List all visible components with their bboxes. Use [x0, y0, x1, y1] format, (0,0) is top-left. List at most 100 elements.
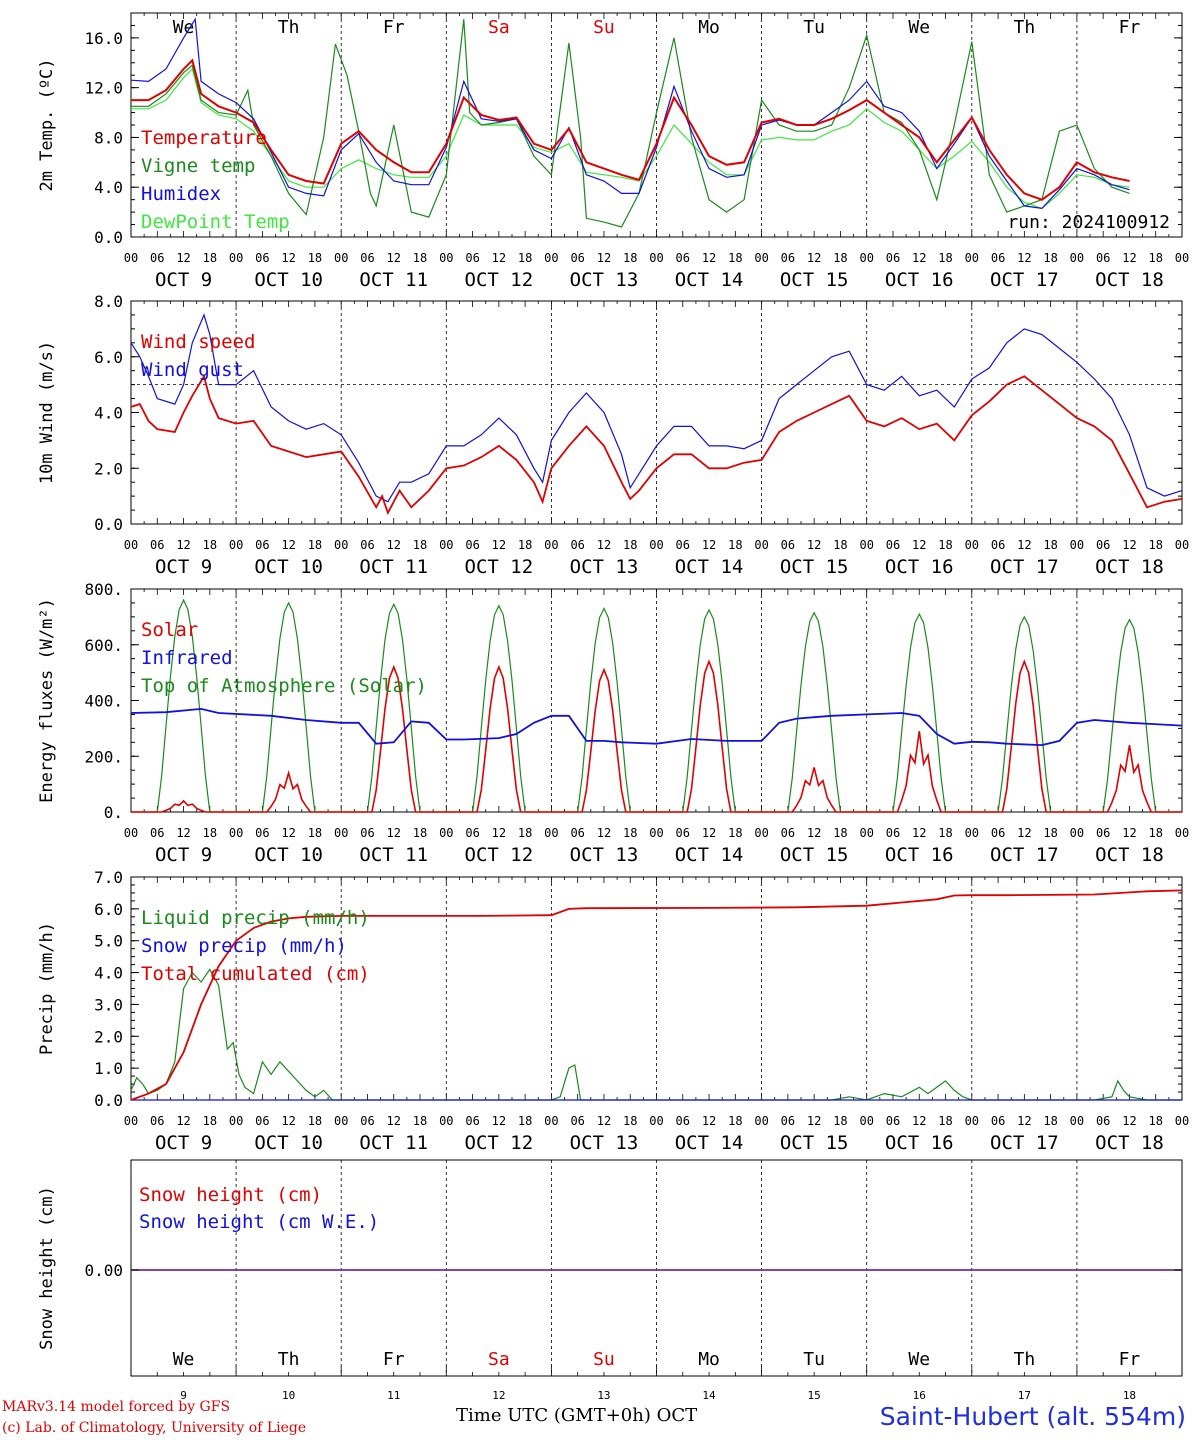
date-label: OCT 9 [155, 844, 212, 866]
panel-frame [130, 300, 1183, 525]
y-tick-label: 0.0 [94, 1091, 123, 1110]
hour-label: 12 [387, 251, 401, 265]
day-number-label: 13 [597, 1389, 610, 1402]
legend-entry: Snow precip (mm/h) [141, 935, 347, 957]
weekday-label: Tu [803, 17, 825, 38]
weekday-label: We [908, 17, 930, 38]
y-tick-label: 0. [104, 803, 123, 822]
hour-label: 00 [859, 1114, 873, 1128]
y-tick-label: 0.0 [94, 515, 123, 534]
hour-label: 06 [886, 1114, 900, 1128]
y-tick-label: 600. [84, 636, 123, 655]
date-label: OCT 14 [675, 269, 744, 291]
series-line-0 [130, 968, 1182, 1101]
hour-label: 18 [413, 1114, 427, 1128]
hour-label: 00 [859, 251, 873, 265]
date-label: OCT 13 [570, 844, 639, 866]
hour-label: 12 [1017, 826, 1031, 840]
hour-label: 12 [702, 826, 716, 840]
legend-entry: DewPoint Temp [141, 211, 290, 233]
hour-label: 00 [124, 538, 138, 552]
hour-label: 18 [623, 538, 637, 552]
weekday-label: Su [593, 1349, 615, 1370]
hour-label: 06 [255, 826, 269, 840]
time-axis-label: Time UTC (GMT+0h) OCT [456, 1405, 698, 1426]
hour-label: 06 [360, 1114, 374, 1128]
hour-label: 00 [965, 1114, 979, 1128]
date-label: OCT 17 [990, 844, 1059, 866]
hour-label: 00 [439, 826, 453, 840]
hour-label: 00 [754, 538, 768, 552]
weekday-label: Th [278, 1349, 300, 1370]
date-label: OCT 12 [465, 269, 534, 291]
hour-label: 18 [308, 1114, 322, 1128]
hour-label: 12 [1122, 826, 1136, 840]
date-label: OCT 13 [570, 1132, 639, 1154]
hour-label: 00 [544, 251, 558, 265]
date-label: OCT 18 [1095, 269, 1164, 291]
date-label: OCT 9 [155, 556, 212, 578]
y-axis-label: Energy fluxes (W/m²) [37, 598, 57, 803]
day-number-label: 14 [702, 1389, 716, 1402]
weekday-label: Fr [383, 17, 405, 38]
weekday-label: Su [593, 17, 615, 38]
legend-entry: Vigne temp [141, 155, 255, 177]
hour-label: 18 [518, 1114, 532, 1128]
station-label: Saint-Hubert (alt. 554m) [879, 1402, 1186, 1431]
hour-label: 06 [781, 1114, 795, 1128]
hour-label: 00 [439, 538, 453, 552]
hour-label: 12 [176, 538, 190, 552]
date-label: OCT 10 [254, 269, 323, 291]
hour-label: 06 [1096, 251, 1110, 265]
hour-label: 06 [150, 251, 164, 265]
date-label: OCT 9 [155, 1132, 212, 1154]
hour-label: 00 [1070, 1114, 1084, 1128]
panel-frame [130, 12, 1183, 238]
hour-label: 12 [387, 1114, 401, 1128]
y-tick-label: 16.0 [84, 29, 123, 48]
hour-label: 18 [308, 538, 322, 552]
hour-label: 00 [754, 251, 768, 265]
y-axis-label: Precip (mm/h) [37, 922, 57, 1055]
day-number-label: 11 [387, 1389, 400, 1402]
hour-label: 00 [229, 826, 243, 840]
hour-label: 12 [281, 538, 295, 552]
series-line-solar [131, 659, 1182, 813]
hour-label: 18 [833, 538, 847, 552]
hour-label: 00 [649, 1114, 663, 1128]
run-label: run: 2024100912 [1007, 212, 1170, 233]
hour-label: 18 [938, 251, 952, 265]
hour-label: 06 [465, 826, 479, 840]
hour-label: 12 [702, 251, 716, 265]
legend-entry: Snow height (cm) [139, 1184, 322, 1206]
hour-label: 18 [413, 826, 427, 840]
hour-label: 18 [938, 826, 952, 840]
y-tick-label: 0.00 [84, 1261, 123, 1280]
hour-label: 06 [676, 251, 690, 265]
hour-label: 06 [255, 251, 269, 265]
y-tick-label: 7.0 [94, 868, 123, 887]
hour-label: 00 [124, 826, 138, 840]
hour-label: 12 [1122, 538, 1136, 552]
hour-label: 18 [728, 1114, 742, 1128]
date-label: OCT 18 [1095, 1132, 1164, 1154]
date-label: OCT 11 [359, 1132, 428, 1154]
hour-label: 12 [1017, 1114, 1031, 1128]
day-number-label: 18 [1123, 1389, 1136, 1402]
hour-label: 12 [702, 538, 716, 552]
hour-label: 12 [176, 826, 190, 840]
legend-entry: Humidex [141, 183, 221, 205]
hour-label: 18 [1043, 538, 1057, 552]
hour-label: 06 [360, 538, 374, 552]
hour-label: 00 [334, 538, 348, 552]
date-label: OCT 13 [570, 269, 639, 291]
series-line-0 [130, 373, 1183, 516]
series-line-0 [131, 58, 1130, 201]
hour-label: 06 [781, 826, 795, 840]
hour-label: 00 [859, 538, 873, 552]
date-label: OCT 15 [780, 844, 849, 866]
weekday-label: Mo [698, 1349, 720, 1370]
hour-label: 18 [833, 251, 847, 265]
hour-label: 00 [1175, 826, 1189, 840]
